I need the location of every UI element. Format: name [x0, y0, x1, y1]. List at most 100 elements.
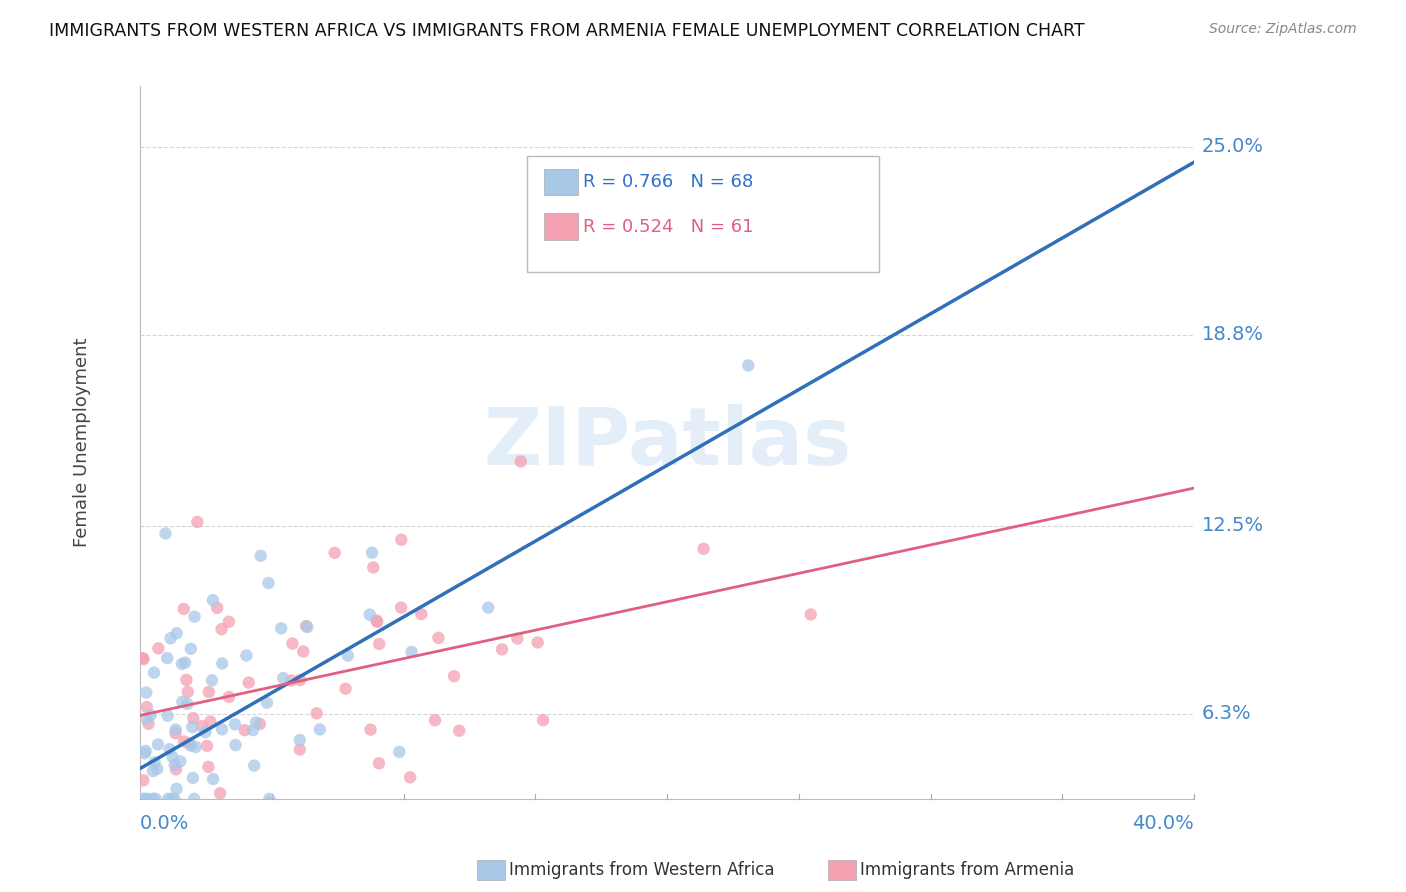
Point [157, 792, 180, 806]
Point [180, 739, 202, 753]
Text: 18.8%: 18.8% [1202, 326, 1264, 344]
Point [295, 619, 318, 633]
Text: 40.0%: 40.0% [1132, 814, 1194, 833]
Point [145, 822, 167, 836]
Point [411, 607, 433, 621]
Point [526, 635, 548, 649]
Point [259, 792, 281, 806]
Point [256, 696, 278, 710]
Text: Source: ZipAtlas.com: Source: ZipAtlas.com [1209, 22, 1357, 37]
Point [197, 760, 219, 774]
Point [138, 792, 160, 806]
Point [423, 714, 446, 728]
Point [509, 454, 531, 468]
Point [156, 651, 179, 665]
Point [401, 645, 423, 659]
Point [218, 690, 240, 704]
Point [360, 723, 382, 737]
Point [245, 715, 267, 730]
Text: 0.0%: 0.0% [141, 814, 190, 833]
Point [166, 626, 188, 640]
Point [363, 560, 385, 574]
Point [135, 685, 157, 699]
Point [270, 621, 292, 635]
Point [141, 807, 163, 822]
Point [135, 744, 157, 758]
Point [165, 763, 187, 777]
Point [184, 739, 207, 754]
Point [388, 745, 411, 759]
Point [235, 648, 257, 663]
Point [180, 641, 202, 656]
Point [737, 359, 759, 373]
Point [427, 631, 450, 645]
Point [143, 665, 166, 680]
Point [200, 714, 222, 729]
Point [399, 770, 422, 784]
Point [135, 700, 157, 714]
Point [288, 673, 311, 687]
Point [162, 750, 184, 764]
Text: Female Unemployment: Female Unemployment [73, 338, 91, 548]
Point [173, 602, 195, 616]
Point [156, 708, 179, 723]
Point [142, 764, 165, 778]
Point [132, 652, 155, 666]
Point [194, 725, 217, 739]
Point [288, 733, 311, 747]
Text: Immigrants from Armenia: Immigrants from Armenia [860, 861, 1074, 879]
Point [305, 706, 328, 721]
Point [359, 607, 381, 622]
Point [160, 792, 183, 806]
Text: 25.0%: 25.0% [1202, 137, 1264, 156]
Point [183, 711, 205, 725]
Point [531, 713, 554, 727]
Point [336, 648, 359, 663]
Point [292, 644, 315, 658]
Point [179, 736, 201, 750]
Point [145, 792, 167, 806]
Point [249, 717, 271, 731]
Point [165, 726, 187, 740]
Text: R = 0.524   N = 61: R = 0.524 N = 61 [583, 218, 754, 235]
Point [170, 657, 193, 671]
Point [361, 546, 384, 560]
Point [243, 758, 266, 772]
Point [177, 685, 200, 699]
Point [800, 607, 823, 622]
Point [271, 671, 294, 685]
Point [198, 685, 221, 699]
Point [288, 742, 311, 756]
Point [148, 641, 170, 656]
Point [211, 657, 233, 671]
Point [335, 681, 357, 696]
Point [211, 622, 233, 636]
Point [195, 739, 218, 753]
Point [132, 773, 155, 788]
Point [205, 600, 228, 615]
Text: ZIPatlas: ZIPatlas [484, 403, 851, 482]
Point [163, 758, 186, 772]
Point [281, 636, 304, 650]
Point [155, 526, 177, 541]
Text: Immigrants from Western Africa: Immigrants from Western Africa [509, 861, 775, 879]
Point [135, 712, 157, 726]
Point [249, 549, 271, 563]
Point [692, 541, 714, 556]
Point [201, 673, 224, 688]
Point [163, 792, 186, 806]
Point [477, 600, 499, 615]
Point [132, 792, 155, 806]
Point [176, 673, 198, 687]
Point [280, 673, 302, 688]
Point [142, 792, 165, 806]
Text: 12.5%: 12.5% [1202, 516, 1264, 535]
Point [211, 723, 233, 737]
Point [297, 620, 319, 634]
Point [183, 792, 205, 806]
Text: IMMIGRANTS FROM WESTERN AFRICA VS IMMIGRANTS FROM ARMENIA FEMALE UNEMPLOYMENT CO: IMMIGRANTS FROM WESTERN AFRICA VS IMMIGR… [49, 22, 1085, 40]
Point [146, 738, 169, 752]
Point [323, 546, 346, 560]
Point [134, 792, 156, 806]
Point [443, 669, 465, 683]
